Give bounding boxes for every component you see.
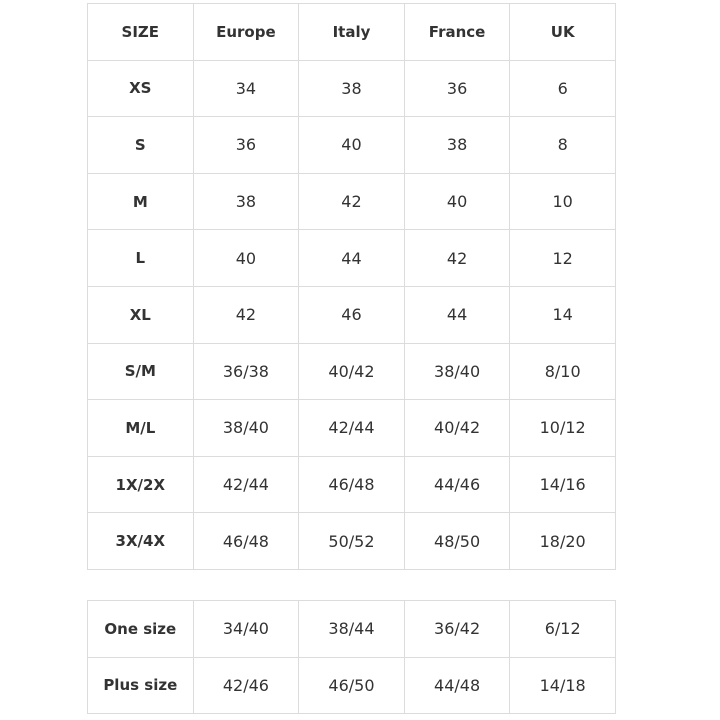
size-cell: 42	[192, 285, 300, 344]
table-row: XS 34 38 36 6	[87, 59, 616, 118]
size-cell: 44/48	[403, 656, 511, 715]
table-row: S 36 40 38 8	[87, 116, 616, 174]
size-label: One size	[87, 600, 194, 658]
size-cell: 44	[298, 229, 405, 287]
size-cell: 46/48	[298, 455, 405, 514]
size-cell: 14/16	[509, 455, 616, 514]
table-row: 3X/4X 46/48 50/52 48/50 18/20	[87, 512, 616, 570]
size-cell: 40	[403, 172, 511, 231]
size-cell: 8/10	[509, 342, 616, 401]
size-cell: 42/44	[298, 399, 405, 457]
size-cell: 12	[509, 229, 616, 287]
size-cell: 48/50	[403, 512, 511, 570]
extra-size-table: One size 34/40 38/44 36/42 6/12 Plus size 42/4…	[87, 600, 616, 715]
table-row: XL 42 46 44 14	[87, 285, 616, 344]
size-label: L	[87, 229, 194, 287]
size-cell: 40	[192, 229, 300, 287]
header-cell: Italy	[298, 3, 405, 61]
size-cell: 34/40	[192, 600, 300, 658]
size-label: XL	[87, 285, 194, 344]
size-cell: 46	[298, 285, 405, 344]
size-label: S	[87, 116, 194, 174]
size-cell: 42/44	[192, 455, 300, 514]
header-cell: France	[403, 3, 511, 61]
size-cell: 40/42	[298, 342, 405, 401]
size-cell: 10/12	[509, 399, 616, 457]
size-cell: 36/42	[403, 600, 511, 658]
size-cell: 40/42	[403, 399, 511, 457]
size-cell: 44/46	[403, 455, 511, 514]
size-cell: 36/38	[192, 342, 300, 401]
size-cell: 8	[509, 116, 616, 174]
size-table: SIZE Europe Italy France UK XS 34 38 36 6 S 36 40 38 8…	[87, 3, 616, 570]
size-cell: 14	[509, 285, 616, 344]
size-cell: 38	[403, 116, 511, 174]
size-cell: 38/40	[403, 342, 511, 401]
table-row: One size 34/40 38/44 36/42 6/12	[87, 600, 616, 658]
size-label: M	[87, 172, 194, 231]
size-cell: 44	[403, 285, 511, 344]
size-cell: 42	[298, 172, 405, 231]
size-label: Plus size	[87, 656, 194, 715]
size-cell: 42	[403, 229, 511, 287]
size-cell: 50/52	[298, 512, 405, 570]
size-label: S/M	[87, 342, 194, 401]
size-label: 3X/4X	[87, 512, 194, 570]
size-cell: 10	[509, 172, 616, 231]
size-cell: 46/48	[192, 512, 300, 570]
table-row: M 38 42 40 10	[87, 172, 616, 231]
size-cell: 38	[192, 172, 300, 231]
table-row: M/L 38/40 42/44 40/42 10/12	[87, 399, 616, 457]
size-cell: 14/18	[509, 656, 616, 715]
header-row: SIZE Europe Italy France UK	[87, 3, 616, 61]
size-cell: 38/44	[298, 600, 405, 658]
size-cell: 6/12	[509, 600, 616, 658]
size-cell: 18/20	[509, 512, 616, 570]
size-label: 1X/2X	[87, 455, 194, 514]
size-label: XS	[87, 59, 194, 118]
table-row: L 40 44 42 12	[87, 229, 616, 287]
size-cell: 36	[403, 59, 511, 118]
size-cell: 42/46	[192, 656, 300, 715]
size-cell: 36	[192, 116, 300, 174]
table-row: S/M 36/38 40/42 38/40 8/10	[87, 342, 616, 401]
size-cell: 6	[509, 59, 616, 118]
table-row: Plus size 42/46 46/50 44/48 14/18	[87, 656, 616, 715]
size-cell: 40	[298, 116, 405, 174]
header-cell: SIZE	[87, 3, 194, 61]
header-cell: UK	[509, 3, 616, 61]
size-cell: 38/40	[192, 399, 300, 457]
size-cell: 34	[192, 59, 300, 118]
size-label: M/L	[87, 399, 194, 457]
size-cell: 46/50	[298, 656, 405, 715]
size-cell: 38	[298, 59, 405, 118]
header-cell: Europe	[192, 3, 300, 61]
table-row: 1X/2X 42/44 46/48 44/46 14/16	[87, 455, 616, 514]
